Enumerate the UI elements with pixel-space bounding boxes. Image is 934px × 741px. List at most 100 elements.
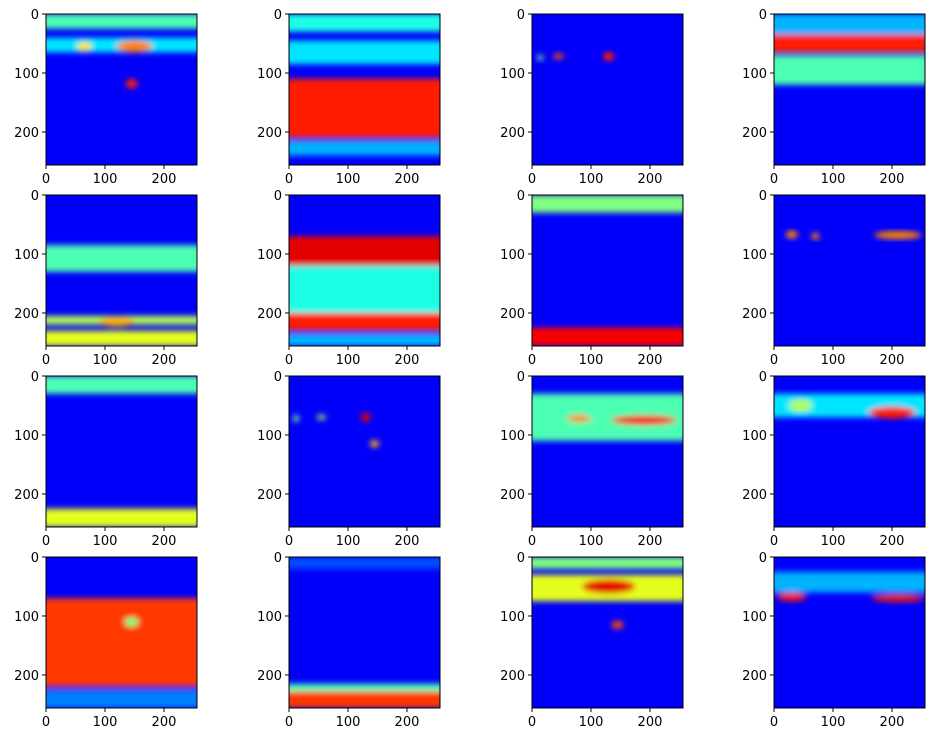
heatmap-band [289, 683, 440, 692]
y-tick-label: 0 [31, 189, 39, 204]
heatmap-background [532, 195, 683, 346]
heatmap-band [46, 598, 197, 687]
heatmap-blob [567, 414, 591, 423]
x-tick-label: 100 [336, 715, 361, 730]
y-tick-label: 200 [742, 307, 767, 322]
subplot-r4c2: 0 100 200 0 100 200 [257, 551, 441, 730]
x-tick-label: 100 [93, 534, 118, 549]
x-tick-label: 0 [42, 172, 50, 187]
y-tick-label: 0 [274, 370, 282, 385]
y-tick-label: 200 [257, 488, 282, 503]
heatmap-image [46, 14, 197, 165]
x-tick-label: 0 [770, 715, 778, 730]
x-tick-label: 200 [152, 715, 177, 730]
x-tick-label: 200 [395, 172, 420, 187]
axes-frame [45, 556, 198, 709]
y-tick-label: 100 [742, 67, 767, 82]
x-tick-label: 100 [93, 715, 118, 730]
heatmap-image [532, 376, 683, 527]
subplot-r2c3: 0 100 200 0 100 200 [500, 189, 684, 368]
heatmap-blob [360, 412, 371, 423]
subplot-r3c1: 0 100 200 0 100 200 [14, 370, 198, 549]
heatmap-image [289, 557, 440, 708]
subplot-grid: 0 100 200 0 100 200 0 100 200 0 100 200 0 100 200 0 100 2… [14, 8, 926, 730]
y-tick-label: 0 [31, 8, 39, 23]
x-tick-label: 200 [880, 172, 905, 187]
x-tick-label: 200 [152, 172, 177, 187]
subplot-r4c3: 0 100 200 0 100 200 [500, 551, 684, 730]
axes-frame [288, 13, 441, 166]
x-tick-label: 200 [880, 715, 905, 730]
y-tick-label: 100 [500, 67, 525, 82]
heatmap-blob [99, 317, 135, 327]
y-tick-label: 100 [742, 429, 767, 444]
y-tick-label: 200 [742, 669, 767, 684]
y-tick-label: 100 [257, 67, 282, 82]
heatmap-image [774, 557, 925, 708]
y-tick-label: 200 [742, 488, 767, 503]
y-tick-label: 200 [14, 669, 39, 684]
y-tick-label: 0 [31, 551, 39, 566]
heatmap-blob [776, 592, 807, 602]
heatmap-blob [369, 440, 380, 448]
y-tick-label: 200 [257, 669, 282, 684]
heatmap-band [289, 40, 440, 65]
heatmap-blob [603, 51, 614, 62]
y-tick-label: 200 [14, 307, 39, 322]
subplot-r3c2: 0 100 200 0 100 200 [257, 370, 441, 549]
subplot-r1c3: 0 100 200 0 100 200 [500, 8, 684, 187]
axes-frame [45, 13, 198, 166]
axes-frame [531, 194, 684, 347]
heatmap-band [532, 327, 683, 346]
heatmap-blob [125, 78, 138, 89]
y-tick-label: 0 [274, 8, 282, 23]
heatmap-blob [788, 399, 813, 412]
y-tick-label: 200 [257, 307, 282, 322]
y-tick-label: 100 [742, 248, 767, 263]
heatmap-image [774, 376, 925, 527]
heatmap-blob [611, 620, 624, 629]
x-tick-label: 0 [285, 715, 293, 730]
heatmap-blob [874, 230, 922, 240]
heatmap-background [532, 14, 683, 165]
y-tick-label: 100 [14, 248, 39, 263]
heatmap-blob [868, 406, 916, 419]
heatmap-background [46, 376, 197, 527]
heatmap-image [532, 195, 683, 346]
y-tick-label: 100 [500, 429, 525, 444]
heatmap-blob [811, 232, 820, 240]
y-tick-label: 100 [14, 610, 39, 625]
heatmap-band [289, 333, 440, 346]
heatmap-background [46, 14, 197, 165]
heatmap-image [532, 557, 683, 708]
subplot-r1c2: 0 100 200 0 100 200 [257, 8, 441, 187]
x-tick-label: 200 [638, 534, 663, 549]
axes-frame [531, 375, 684, 528]
axes-frame [773, 13, 926, 166]
x-tick-label: 200 [880, 534, 905, 549]
heatmap-image [289, 195, 440, 346]
x-tick-label: 200 [152, 353, 177, 368]
y-tick-label: 0 [517, 189, 525, 204]
y-tick-label: 0 [274, 189, 282, 204]
subplot-r1c1: 0 100 200 0 100 200 [14, 8, 198, 187]
x-tick-label: 100 [93, 172, 118, 187]
heatmap-blob [537, 54, 544, 61]
heatmap-image [46, 557, 197, 708]
y-tick-label: 0 [274, 551, 282, 566]
x-tick-label: 0 [285, 172, 293, 187]
axes-frame [45, 375, 198, 528]
x-tick-label: 100 [821, 353, 846, 368]
subplot-r1c4: 0 100 200 0 100 200 [742, 8, 926, 187]
y-tick-label: 0 [517, 8, 525, 23]
heatmap-blob [553, 53, 564, 60]
y-tick-label: 100 [742, 610, 767, 625]
x-tick-label: 100 [579, 172, 604, 187]
x-tick-label: 200 [395, 715, 420, 730]
x-tick-label: 100 [579, 715, 604, 730]
subplot-r2c4: 0 100 200 0 100 200 [742, 189, 926, 368]
heatmap-image [46, 376, 197, 527]
x-tick-label: 100 [579, 353, 604, 368]
axes-frame [45, 194, 198, 347]
